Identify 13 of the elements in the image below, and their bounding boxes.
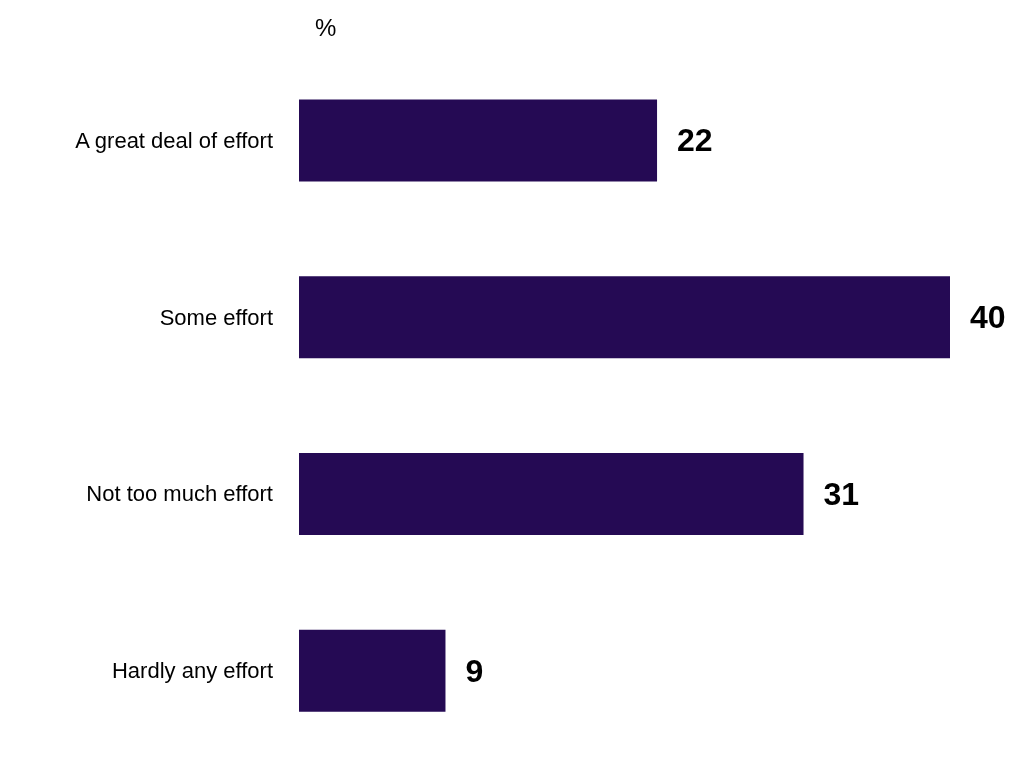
bar	[299, 629, 446, 712]
data-label: 31	[823, 475, 860, 512]
y-tick-label: Hardly any effort	[111, 658, 273, 684]
bar	[299, 452, 804, 535]
y-tick-label: Not too much effort	[86, 481, 273, 507]
chart-title: %	[315, 13, 337, 41]
data-label: 40	[970, 299, 1006, 336]
y-tick-label: Some effort	[159, 304, 273, 330]
y-tick-label: A great deal of effort	[75, 127, 273, 153]
bar	[299, 99, 658, 182]
data-label: 9	[465, 652, 484, 689]
data-label: 22	[677, 122, 713, 159]
bar	[299, 276, 950, 359]
